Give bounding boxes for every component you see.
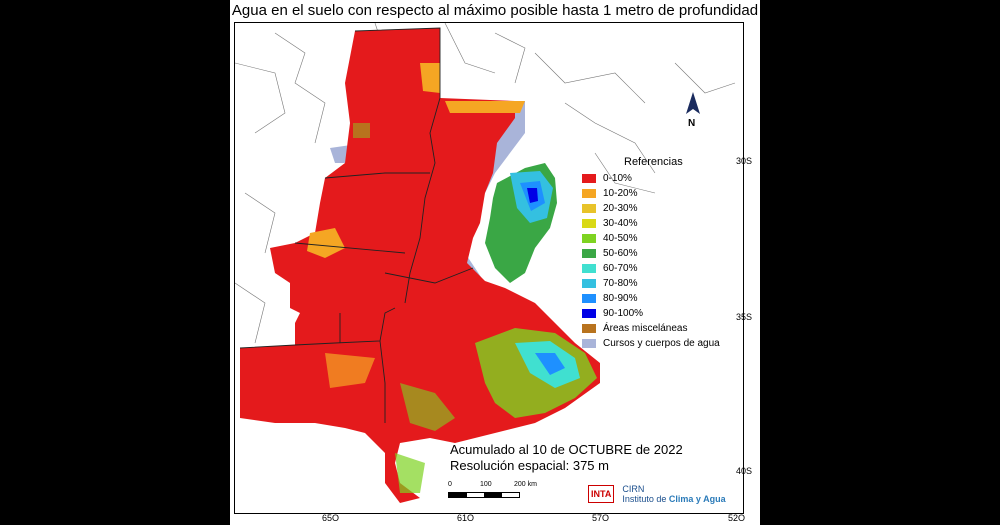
legend-swatch [582, 279, 596, 288]
province-boundaries [239, 27, 474, 423]
lon-label-61o: 61O [457, 513, 475, 523]
legend-label: 80-90% [603, 293, 638, 304]
east-saturated [527, 188, 538, 203]
legend-item: 50-60% [582, 246, 732, 261]
map-svg [235, 23, 736, 503]
scale-bar-graphic [448, 492, 520, 498]
legend-swatch [582, 219, 596, 228]
legend-label: Cursos y cuerpos de agua [603, 338, 720, 349]
cirn-logo: CIRN Instituto de Clima y Agua [622, 484, 725, 504]
scale-bar: 0 100 200 km [448, 481, 548, 503]
legend-title: Referencias [624, 156, 683, 168]
legend-swatch [582, 234, 596, 243]
lon-label-52o: 52O [728, 513, 746, 523]
cirn-institute-prefix: Instituto de [622, 494, 667, 504]
west-dry-patch [325, 353, 375, 388]
logos: INTA CIRN Instituto de Clima y Agua [588, 480, 738, 508]
legend-swatch [582, 324, 596, 333]
cirn-institute-name: Clima y Agua [668, 494, 726, 504]
legend-label: 10-20% [603, 188, 638, 199]
legend-swatch [582, 264, 596, 273]
soil-water-0-10-region [240, 28, 600, 503]
map-figure: Agua en el suelo con respecto al máximo … [230, 0, 760, 525]
legend-item: 20-30% [582, 201, 732, 216]
legend-label: 90-100% [603, 308, 644, 319]
legend-label: Áreas misceláneas [603, 323, 688, 334]
legend-item: 40-50% [582, 231, 732, 246]
legend-swatch [582, 174, 596, 183]
cirn-name: CIRN [622, 484, 645, 494]
legend-item: 60-70% [582, 261, 732, 276]
legend-label: 30-40% [603, 218, 638, 229]
legend-label: 70-80% [603, 278, 638, 289]
inta-logo: INTA [588, 485, 615, 503]
lon-label-57o: 57O [592, 513, 610, 523]
scale-label-0: 0 [448, 481, 452, 488]
legend-label: 40-50% [603, 233, 638, 244]
legend-label: 50-60% [603, 248, 638, 259]
legend-item: Cursos y cuerpos de agua [582, 336, 732, 351]
legend-label: 20-30% [603, 203, 638, 214]
west-orange-patch [307, 228, 345, 258]
legend-label: 0-10% [603, 173, 632, 184]
map-info: Acumulado al 10 de OCTUBRE de 2022 Resol… [450, 442, 683, 474]
lon-label-65o: 65O [322, 513, 340, 523]
accumulated-date: Acumulado al 10 de OCTUBRE de 2022 [450, 442, 683, 457]
south-east-wet-peak [535, 353, 565, 375]
legend-item: 10-20% [582, 186, 732, 201]
legend-label: 60-70% [603, 263, 638, 274]
legend-swatch [582, 249, 596, 258]
legend: Referencias 0-10% 10-20% 20-30% 30-40% 40-50… [582, 156, 732, 351]
lat-label-40s: 40S [736, 466, 753, 476]
lat-label-35s: 35S [736, 312, 753, 322]
north-arrow-icon: N [686, 92, 700, 128]
scale-label-200: 200 km [514, 481, 537, 488]
legend-swatch [582, 204, 596, 213]
map-canvas [234, 22, 744, 514]
south-mixed [400, 383, 455, 431]
patagonia-mixed [395, 453, 425, 493]
legend-swatch [582, 189, 596, 198]
legend-item: Áreas misceláneas [582, 321, 732, 336]
legend-item: 90-100% [582, 306, 732, 321]
misc-area-patch [353, 123, 370, 138]
legend-item: 70-80% [582, 276, 732, 291]
legend-swatch [582, 294, 596, 303]
north-orange-patch [420, 63, 440, 93]
scale-label-100: 100 [480, 481, 492, 488]
lat-label-30s: 30S [736, 156, 753, 166]
legend-item: 0-10% [582, 171, 732, 186]
map-title: Agua en el suelo con respecto al máximo … [231, 2, 759, 19]
legend-items: 0-10% 10-20% 20-30% 30-40% 40-50% 50-60% 60-70… [582, 171, 732, 351]
legend-item: 80-90% [582, 291, 732, 306]
spatial-resolution: Resolución espacial: 375 m [450, 458, 609, 473]
north-label: N [688, 118, 695, 128]
legend-swatch [582, 309, 596, 318]
legend-item: 30-40% [582, 216, 732, 231]
north-east-orange-strip [445, 101, 525, 113]
legend-swatch [582, 339, 596, 348]
